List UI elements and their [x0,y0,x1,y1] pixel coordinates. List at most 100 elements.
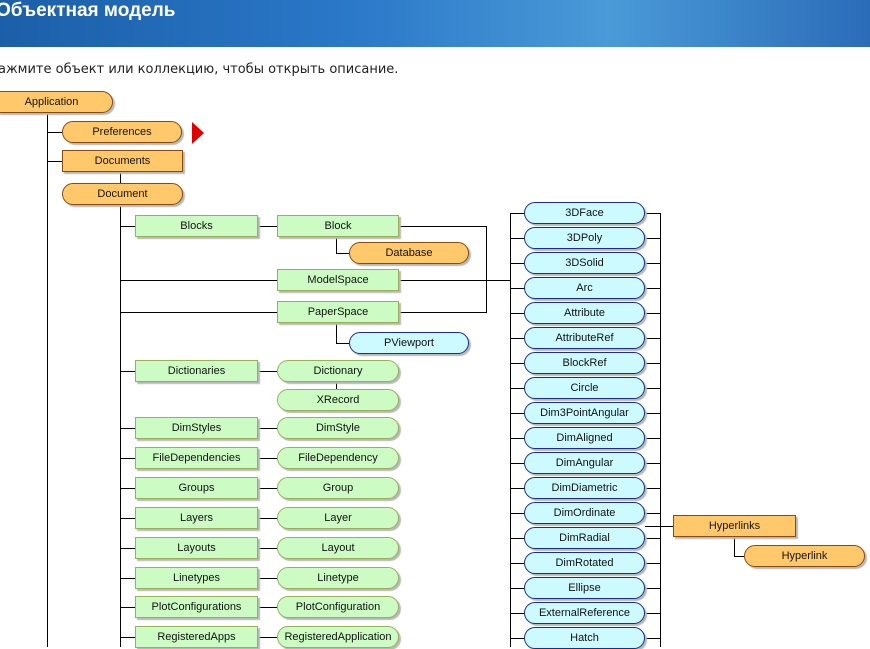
node-3dface[interactable]: 3DFace [524,202,645,224]
node-paperspace[interactable]: PaperSpace [277,301,399,323]
connector-line [120,280,277,281]
connector-line [645,488,660,489]
connector-line [120,578,135,579]
node-dimrotated[interactable]: DimRotated [524,552,645,574]
page-header: Объектная модель [0,0,870,47]
connector-line [645,263,660,264]
connector-line [510,263,524,264]
connector-line [645,338,660,339]
connector-line [734,537,735,556]
node-linetype[interactable]: Linetype [277,567,399,589]
node-plotconfiguration[interactable]: PlotConfiguration [277,596,399,618]
connector-line [120,226,135,227]
connector-line [734,556,744,557]
connector-line [510,613,524,614]
node-group[interactable]: Group [277,477,399,499]
node-externalreference[interactable]: ExternalReference [524,602,645,624]
node-arc[interactable]: Arc [524,277,645,299]
connector-line [336,253,349,254]
connector-line [645,513,660,514]
node-hyperlinks[interactable]: Hyperlinks [673,515,796,537]
connector-line [645,238,660,239]
node-application[interactable]: Application [0,91,113,113]
node-attribute[interactable]: Attribute [524,302,645,324]
node-dimordinate[interactable]: DimOrdinate [524,502,645,524]
page-title: Объектная модель [0,0,176,21]
connector-line [510,213,524,214]
connector-line [47,113,48,647]
node-pviewport[interactable]: PViewport [349,332,469,354]
connector-line [336,343,349,344]
connector-line [645,413,660,414]
connector-line [258,607,277,608]
node-3dsolid[interactable]: 3DSolid [524,252,645,274]
node-hyperlink[interactable]: Hyperlink [744,545,865,567]
connector-line [510,438,524,439]
connector-line [258,578,277,579]
node-layers[interactable]: Layers [135,507,258,529]
connector-line [120,205,121,647]
node-block[interactable]: Block [277,215,399,237]
node-groups[interactable]: Groups [135,477,258,499]
connector-line [120,458,135,459]
connector-line [645,438,660,439]
node-3dpoly[interactable]: 3DPoly [524,227,645,249]
connector-line [510,463,524,464]
node-documents[interactable]: Documents [62,150,183,172]
connector-line [486,226,487,313]
node-dimdiametric[interactable]: DimDiametric [524,477,645,499]
node-dictionary[interactable]: Dictionary [277,360,399,382]
connector-line [399,280,510,281]
node-layouts[interactable]: Layouts [135,537,258,559]
node-dictionaries[interactable]: Dictionaries [135,360,258,382]
connector-line [258,428,277,429]
connector-line [258,226,277,227]
node-registeredapplication[interactable]: RegisteredApplication [277,626,399,648]
node-dimangular[interactable]: DimAngular [524,452,645,474]
node-plotconfigurations[interactable]: PlotConfigurations [135,596,258,618]
connector-line [645,463,660,464]
node-blockref[interactable]: BlockRef [524,352,645,374]
node-layer[interactable]: Layer [277,507,399,529]
node-dimradial[interactable]: DimRadial [524,527,645,549]
node-filedependency[interactable]: FileDependency [277,447,399,469]
connector-line [510,588,524,589]
connector-line [510,313,524,314]
connector-line [510,363,524,364]
node-filedependencies[interactable]: FileDependencies [135,447,258,469]
node-dimstyles[interactable]: DimStyles [135,417,258,439]
node-document[interactable]: Document [62,183,183,205]
node-hatch[interactable]: Hatch [524,627,645,649]
connector-line [120,371,135,372]
connector-line [660,213,661,647]
node-dimaligned[interactable]: DimAligned [524,427,645,449]
node-database[interactable]: Database [349,242,469,264]
node-circle[interactable]: Circle [524,377,645,399]
connector-line [510,538,524,539]
node-ellipse[interactable]: Ellipse [524,577,645,599]
connector-line [258,518,277,519]
connector-line [120,548,135,549]
node-registeredapps[interactable]: RegisteredApps [135,626,258,648]
node-dimstyle[interactable]: DimStyle [277,417,399,439]
instruction-text: ажмите объект или коллекцию, чтобы откры… [0,62,399,77]
node-layout[interactable]: Layout [277,537,399,559]
node-xrecord[interactable]: XRecord [277,389,399,411]
node-preferences[interactable]: Preferences [62,121,182,143]
connector-line [645,613,660,614]
connector-line [120,637,135,638]
connector-line [645,288,660,289]
node-attributeref[interactable]: AttributeRef [524,327,645,349]
connector-line [645,538,660,539]
node-blocks[interactable]: Blocks [135,215,258,237]
connector-line [336,382,337,389]
node-dim3pointangular[interactable]: Dim3PointAngular [524,402,645,424]
connector-line [258,458,277,459]
connector-line [510,413,524,414]
node-modelspace[interactable]: ModelSpace [277,269,399,291]
expand-arrow-icon[interactable] [192,122,204,144]
connector-line [336,323,337,343]
connector-line [120,488,135,489]
connector-line [47,132,62,133]
node-linetypes[interactable]: Linetypes [135,567,258,589]
